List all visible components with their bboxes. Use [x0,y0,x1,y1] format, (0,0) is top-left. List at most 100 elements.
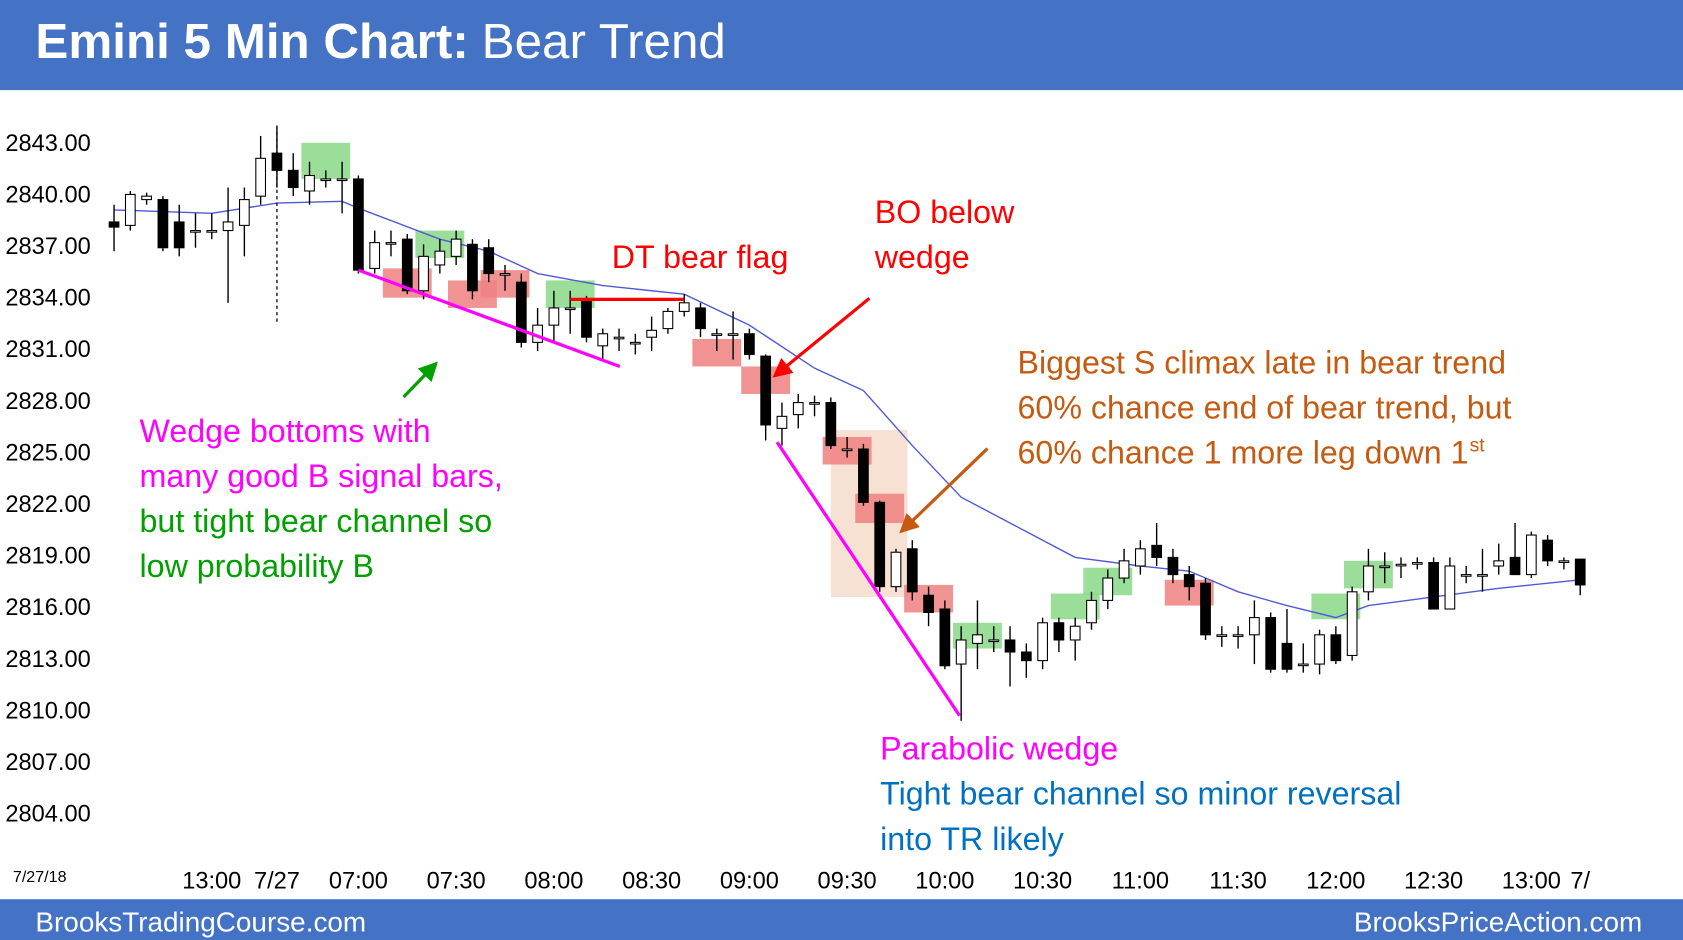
candle-body [613,336,625,340]
candle-body [760,355,772,426]
candle-body [1004,639,1016,653]
candle-body [1509,556,1521,576]
candle-body [483,247,495,275]
candle-body [972,634,983,644]
y-tick-label: 2840.00 [5,182,90,208]
annotation: but tight bear channel so [140,503,493,539]
arrow [402,361,439,399]
candle-body [1574,558,1586,586]
y-tick-label: 2843.00 [5,131,90,157]
candle-body [1069,625,1081,641]
x-tick-label: 7/27 [254,868,300,894]
candle-body [629,341,641,345]
candle-body [1379,565,1391,569]
y-tick-label: 2810.00 [5,698,90,724]
candle-body [1134,548,1146,567]
candle-body [1200,582,1211,636]
candle-body [271,152,283,171]
candle-body [923,594,934,613]
candle-body [744,333,755,355]
annotation-superscript: st [1470,435,1486,456]
y-tick-label: 2825.00 [5,440,90,466]
annotation: into TR likely [880,821,1065,857]
x-tick-label: 08:30 [622,868,681,894]
x-tick-label: 12:30 [1404,868,1463,894]
y-tick-label: 2837.00 [5,234,90,260]
candle-body [711,333,723,336]
arrow [772,297,871,378]
annotation: BO below [875,194,1015,230]
candle-body [1086,599,1097,624]
candle-body [646,329,657,338]
y-tick-label: 2831.00 [5,337,90,363]
moving-average [114,200,1581,619]
candle-body [906,548,918,593]
candle-body [173,221,185,249]
overlay-line [775,441,961,717]
candle-body [1525,534,1537,576]
x-tick-label: 12:00 [1306,868,1365,894]
title-rest: Bear Trend [482,14,726,69]
candle-body [1151,544,1163,558]
candle-body [858,448,869,503]
date-label: 7/27/18 [13,868,67,886]
y-tick-label: 2834.00 [5,286,90,312]
candle-body [1053,622,1065,641]
candle-body [1444,565,1456,610]
candle-body [1330,634,1342,662]
candle-body [678,302,690,312]
candle-body [1493,560,1505,567]
candle-body [825,402,837,447]
x-tick-label: 10:30 [1013,868,1072,894]
x-tick-label: 11:00 [1112,868,1169,894]
candle-body [841,448,853,452]
candle-body [548,307,560,326]
annotation: Wedge bottoms with [140,413,431,449]
candle-body [874,501,886,588]
candle-body [1460,574,1472,577]
candle-body [1346,591,1358,656]
candle-body [1297,663,1309,667]
candle-body [955,639,967,665]
candle-body [336,178,348,182]
x-tick-label: 13:00 [1502,868,1561,894]
candle-body [695,307,706,330]
candle-body [727,333,739,336]
candle-body [499,273,511,276]
footer-band [0,899,1683,940]
candle-body [434,250,446,266]
x-tick-label: 11:30 [1209,868,1266,894]
candle-body [1395,563,1407,567]
annotation: 60% chance end of bear trend, but [1018,389,1512,425]
annotation: Tight bear channel so minor reversal [880,776,1401,812]
candle-body [515,281,527,343]
candle-body [564,307,576,311]
x-tick-label: 08:00 [524,868,583,894]
candle-body [809,402,820,405]
candle-body [1249,617,1260,636]
header-band [0,0,1683,91]
x-tick-label: 07:00 [329,868,388,894]
candle-body [222,221,234,232]
y-tick-label: 2828.00 [5,389,90,415]
candle-body [1118,560,1130,579]
x-tick-label: 09:30 [818,868,877,894]
candle-body [988,639,1000,643]
plot-area: 2804.00 2807.00 2810.00 2813.00 2816.00 2819.… [5,123,1590,894]
candle-body [1428,562,1439,610]
candle-body [1411,562,1423,565]
candle-body [1363,565,1374,593]
candle-body [776,415,788,429]
candle-body [890,551,902,588]
y-tick-label: 2804.00 [5,802,90,828]
candle-body [287,169,299,189]
footer-left: BrooksTradingCourse.com [35,906,366,937]
candle-body [1281,642,1293,670]
candle-body [1542,539,1553,562]
y-tick-label: 2807.00 [5,750,90,776]
y-tick-label: 2819.00 [5,544,90,570]
annotation: low probability B [140,548,374,584]
candle-body [320,178,332,182]
candle-body [1216,634,1228,637]
